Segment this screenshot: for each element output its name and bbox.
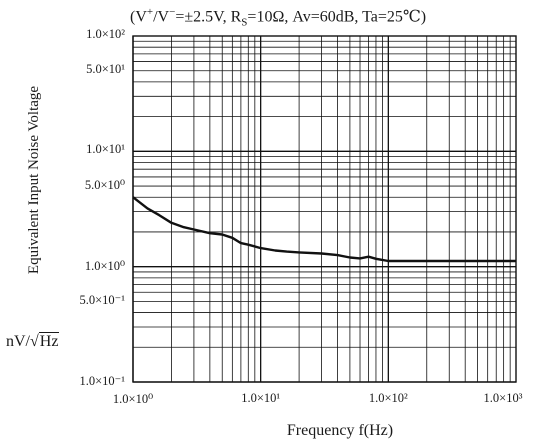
- cond-mid1: /V: [153, 8, 169, 25]
- y-tick-label: 5.0×10⁰: [15, 177, 125, 193]
- unit-hz: Hz: [39, 332, 60, 350]
- x-tick-label: 1.0×10²: [343, 391, 433, 406]
- x-tick-label: 1.0×10¹: [216, 391, 306, 406]
- x-axis-label: Frequency f(Hz): [0, 422, 550, 440]
- chart-conditions-title: (V+/V−=±2.5V, RS=10Ω, Av=60dB, Ta=25℃): [130, 6, 540, 29]
- cond-rest: =10Ω, Av=60dB, Ta=25℃): [247, 8, 426, 25]
- unit-prefix: nV/: [6, 333, 30, 350]
- y-tick-label: 1.0×10⁻¹: [15, 373, 125, 389]
- y-tick-label: 1.0×10²: [15, 27, 125, 42]
- x-tick-label: 1.0×10³: [458, 391, 548, 406]
- noise-curve-1: [133, 197, 516, 261]
- y-tick-label: 1.0×10¹: [15, 142, 125, 157]
- x-tick-label: 1.0×10⁰: [88, 391, 178, 407]
- series-layer: [133, 197, 516, 261]
- y-tick-label: 5.0×10¹: [15, 62, 125, 77]
- cond-mid2: =±2.5V, R: [175, 8, 241, 25]
- y-axis-unit: nV/√Hz: [6, 333, 59, 351]
- plot-frame: [133, 36, 516, 382]
- cond-prefix: (V: [130, 8, 147, 25]
- y-tick-label: 5.0×10⁻¹: [15, 292, 125, 308]
- y-tick-label: 1.0×10⁰: [15, 258, 125, 274]
- unit-sqrt: √: [30, 333, 39, 350]
- grid: [133, 36, 516, 382]
